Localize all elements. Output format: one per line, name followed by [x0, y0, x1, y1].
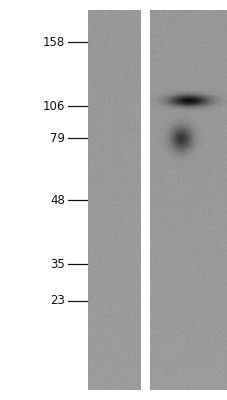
Bar	[141, 10, 150, 390]
Text: 106: 106	[42, 100, 65, 112]
Text: 35: 35	[50, 258, 65, 270]
Text: 23: 23	[50, 294, 65, 307]
Text: 48: 48	[50, 194, 65, 206]
Text: 158: 158	[42, 36, 65, 48]
Text: 79: 79	[50, 132, 65, 144]
